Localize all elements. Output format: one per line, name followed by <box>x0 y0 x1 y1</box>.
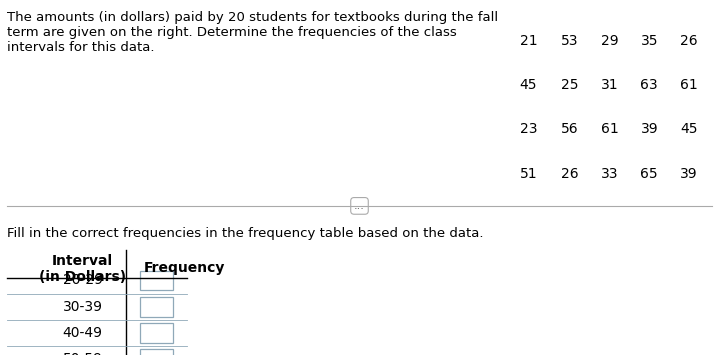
Text: 63: 63 <box>641 78 658 92</box>
Text: 31: 31 <box>601 78 618 92</box>
Text: 39: 39 <box>680 167 697 181</box>
Text: 23: 23 <box>520 122 537 136</box>
Text: 25: 25 <box>562 78 579 92</box>
Text: 45: 45 <box>680 122 697 136</box>
Text: 29: 29 <box>601 34 618 48</box>
Text: 35: 35 <box>641 34 658 48</box>
Text: The amounts (in dollars) paid by 20 students for textbooks during the fall
term : The amounts (in dollars) paid by 20 stud… <box>7 11 498 54</box>
Text: Fill in the correct frequencies in the frequency table based on the data.: Fill in the correct frequencies in the f… <box>7 227 484 240</box>
Text: 51: 51 <box>520 167 537 181</box>
Text: (in Dollars): (in Dollars) <box>39 270 127 284</box>
Text: 39: 39 <box>641 122 658 136</box>
Text: ...: ... <box>354 201 365 211</box>
Text: 56: 56 <box>562 122 579 136</box>
Text: 61: 61 <box>601 122 618 136</box>
Text: 21: 21 <box>520 34 537 48</box>
Text: 50-59: 50-59 <box>63 352 103 355</box>
Text: Interval: Interval <box>52 254 114 268</box>
Text: 26: 26 <box>562 167 579 181</box>
Text: 33: 33 <box>601 167 618 181</box>
Text: 20-29: 20-29 <box>63 273 103 288</box>
Text: 30-39: 30-39 <box>63 300 103 314</box>
Text: 26: 26 <box>680 34 697 48</box>
Text: 65: 65 <box>641 167 658 181</box>
Text: Frequency: Frequency <box>144 261 225 275</box>
Text: 45: 45 <box>520 78 537 92</box>
Text: 53: 53 <box>562 34 579 48</box>
Text: 40-49: 40-49 <box>63 326 103 340</box>
Text: 61: 61 <box>680 78 697 92</box>
